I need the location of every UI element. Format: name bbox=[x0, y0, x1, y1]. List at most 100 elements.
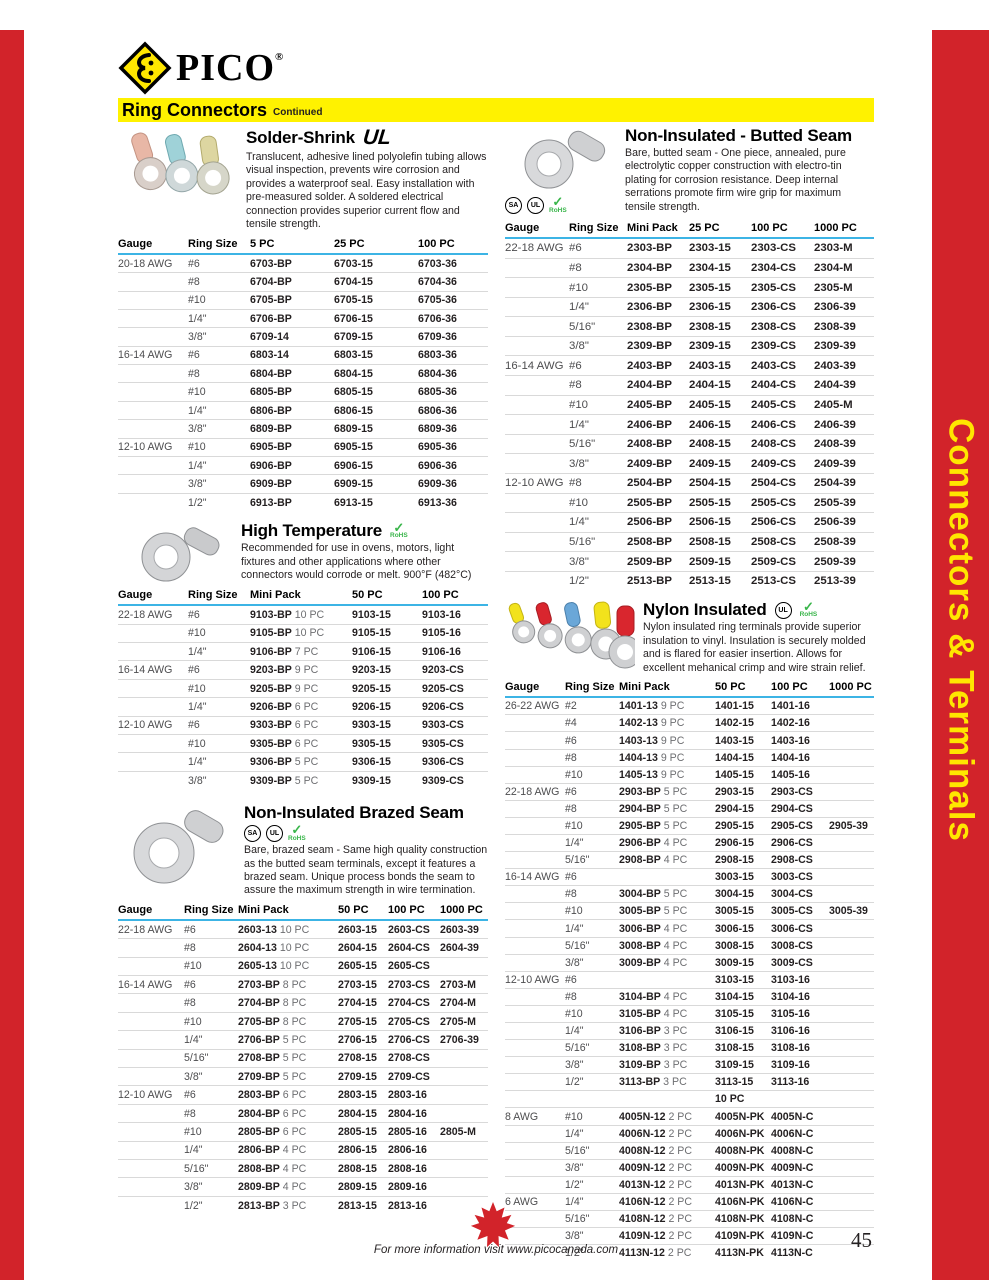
ring-size-cell: #10 bbox=[565, 816, 619, 835]
ring-size-cell: #10 bbox=[569, 277, 627, 298]
gauge-cell bbox=[505, 902, 565, 920]
table-row: #10 9305-BP 6 PC 9305-15 9305-CS bbox=[118, 733, 488, 753]
column-header: Gauge bbox=[118, 900, 184, 921]
ring-size-cell: 3/8" bbox=[188, 474, 250, 494]
gauge-cell bbox=[118, 752, 188, 772]
part-number-cell: 2306-39 bbox=[814, 296, 874, 317]
part-number-cell: 2804-15 bbox=[338, 1103, 388, 1123]
part-number-cell: 6703-BP bbox=[250, 257, 292, 270]
table-row: #8 2604-13 10 PC 2604-15 2604-CS 2604-39 bbox=[118, 938, 488, 958]
ring-size-cell: 3/8" bbox=[565, 1056, 619, 1074]
part-number-cell: 9309-BP 5 PC bbox=[250, 770, 352, 790]
part-number-cell bbox=[440, 1177, 488, 1197]
part-number-cell: 4005N-PK bbox=[715, 1107, 771, 1126]
part-number-cell bbox=[440, 1158, 488, 1178]
part-number-cell: 9305-BP 6 PC bbox=[250, 733, 352, 753]
brazed-seam-table-body: 22-18 AWG #6 2603-13 10 PC 2603-15 2603-CS 26… bbox=[118, 920, 488, 1215]
part-number-cell: 2304-M bbox=[814, 257, 874, 278]
part-number-cell: 6706-BP bbox=[250, 308, 334, 328]
ring-size-cell: #8 bbox=[565, 799, 619, 818]
part-number-cell: 4108N-12 2 PC bbox=[619, 1210, 715, 1228]
part-number-cell: 3104-BP 4 PC bbox=[619, 987, 715, 1006]
part-number-cell: 9303-15 bbox=[352, 715, 422, 735]
ring-size-cell: #6 bbox=[565, 731, 619, 749]
part-number-cell: 2409-39 bbox=[814, 453, 874, 474]
part-number-cell: 9205-15 bbox=[352, 678, 422, 698]
part-number-cell: 2304-BP bbox=[627, 257, 689, 278]
part-number-cell: 2408-15 bbox=[689, 433, 751, 454]
part-number-cell: 2409-CS bbox=[751, 453, 814, 474]
ring-size-cell: 1/4" bbox=[569, 512, 627, 533]
part-number-cell: 6703-15 bbox=[334, 257, 373, 270]
section-description: Translucent, adhesive lined polyolefin t… bbox=[246, 151, 487, 231]
table-row: #10 6805-BP 6805-15 6805-36 bbox=[118, 382, 488, 402]
ring-size-cell: #10 bbox=[565, 1004, 619, 1023]
ring-size-cell: #6 bbox=[188, 345, 250, 365]
part-number-cell bbox=[829, 1227, 874, 1245]
table-row: 1/2" 4113N-12 2 PC 4113N-PK 4113N-C bbox=[505, 1244, 874, 1262]
table-row: 3/8" 2409-BP 2409-15 2409-CS 2409-39 bbox=[505, 453, 874, 474]
ul-recognized-icon: UL bbox=[361, 126, 393, 149]
section-title: Solder-Shrink bbox=[246, 128, 355, 147]
part-number-cell bbox=[829, 970, 874, 989]
table-row: 3/8" 4109N-12 2 PC 4109N-PK 4109N-C bbox=[505, 1227, 874, 1245]
gauge-cell bbox=[505, 1158, 565, 1177]
part-number-cell bbox=[440, 1140, 488, 1160]
part-number-cell: 2905-CS bbox=[771, 816, 829, 835]
part-number-cell: 6704-36 bbox=[418, 272, 488, 291]
section-solder-shrink: Solder-Shrink UL Translucent, adhesive l… bbox=[118, 126, 488, 512]
gauge-cell bbox=[505, 414, 569, 435]
part-number-cell: 2404-15 bbox=[689, 375, 751, 396]
part-number-cell: 2604-CS bbox=[388, 938, 440, 958]
ring-size-cell: #8 bbox=[188, 364, 250, 383]
table-row: #4 1402-13 9 PC 1402-15 1402-16 bbox=[505, 714, 874, 732]
part-number-cell: 2404-39 bbox=[814, 375, 874, 396]
part-number-cell: 2805-16 bbox=[388, 1122, 440, 1142]
ring-size-cell: #6 bbox=[188, 715, 250, 735]
section-nylon-insulated: Nylon Insulated UL ✓ RoHS Nylon insulate… bbox=[505, 600, 874, 1262]
part-number-cell bbox=[440, 1103, 488, 1123]
table-row: 12-10 AWG #6 2803-BP 6 PC 2803-15 2803-16 bbox=[118, 1085, 488, 1105]
column-header: 100 PC bbox=[771, 678, 829, 699]
gauge-cell bbox=[505, 987, 565, 1006]
ring-size-cell: 5/16" bbox=[565, 1210, 619, 1228]
table-row: #10 2905-BP 5 PC 2905-15 2905-CS 2905-39 bbox=[505, 816, 874, 835]
part-number-cell: 2908-BP 4 PC bbox=[619, 851, 715, 869]
column-header: Gauge bbox=[118, 234, 188, 255]
part-number-cell: 2604-39 bbox=[440, 938, 488, 958]
ring-size-cell: 1/2" bbox=[184, 1195, 238, 1215]
part-number-cell bbox=[829, 1158, 874, 1177]
part-number-cell: 2708-15 bbox=[338, 1048, 388, 1068]
part-number-cell: 4005N-12 2 PC bbox=[619, 1107, 715, 1126]
part-number-cell: 3109-16 bbox=[771, 1056, 829, 1074]
ring-size-cell: #10 bbox=[188, 290, 250, 310]
part-number-cell: 6705-BP bbox=[250, 290, 334, 310]
table-row: 16-14 AWG #6 2703-BP 8 PC 2703-15 2703-CS 270… bbox=[118, 975, 488, 994]
table-row: #10 2805-BP 6 PC 2805-15 2805-16 2805-M bbox=[118, 1122, 488, 1142]
gauge-cell: 12-10 AWG bbox=[505, 970, 565, 989]
product-photo-high-temperature bbox=[141, 527, 220, 582]
gauge-cell bbox=[118, 1140, 184, 1160]
gauge-cell: 22-18 AWG bbox=[505, 782, 565, 801]
gauge-cell bbox=[505, 551, 569, 572]
part-number-cell: 3009-BP 4 PC bbox=[619, 953, 715, 972]
part-number-cell: 2506-CS bbox=[751, 512, 814, 533]
part-number-cell: 2403-CS bbox=[751, 355, 814, 376]
column-header: 5 PC bbox=[250, 234, 334, 255]
part-number-cell: 2504-15 bbox=[689, 472, 751, 494]
ring-size-cell: 1/4" bbox=[565, 1124, 619, 1143]
gauge-cell bbox=[505, 335, 569, 356]
part-number-cell: 10 PC bbox=[715, 1090, 771, 1108]
table-row: #8 2704-BP 8 PC 2704-15 2704-CS 2704-M bbox=[118, 993, 488, 1013]
part-number-cell: 6705-15 bbox=[334, 290, 418, 310]
gauge-cell bbox=[118, 1048, 184, 1068]
part-number-cell: 6805-BP bbox=[250, 382, 334, 402]
part-number-cell: 4009N-C bbox=[771, 1158, 829, 1177]
part-number-cell: 3106-16 bbox=[771, 1021, 829, 1040]
part-number-cell: 4113N-12 2 PC bbox=[619, 1244, 715, 1262]
part-number-cell: 3113-15 bbox=[715, 1073, 771, 1091]
part-number-cell: 2705-BP 8 PC bbox=[238, 1011, 338, 1031]
gauge-cell bbox=[505, 714, 565, 732]
ring-size-cell: #10 bbox=[565, 902, 619, 920]
part-number-cell: 9203-15 bbox=[352, 660, 422, 680]
